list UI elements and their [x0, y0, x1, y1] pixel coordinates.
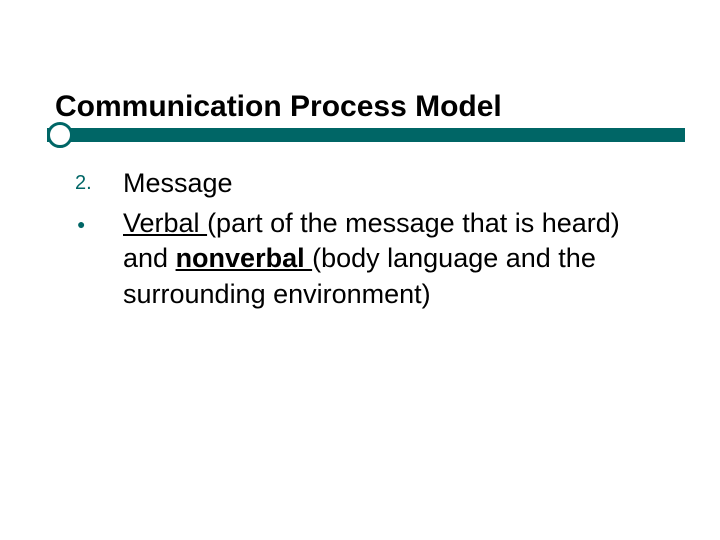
list-marker-bullet: ● — [75, 206, 123, 232]
list-marker-number: 2. — [75, 166, 123, 195]
content-area: 2. Message ● Verbal (part of the message… — [55, 166, 665, 313]
list-text: Message — [123, 166, 233, 202]
title-underline-bar — [47, 128, 685, 142]
slide-container: Communication Process Model 2. Message ●… — [0, 0, 720, 540]
title-area: Communication Process Model — [55, 90, 665, 124]
title-underline-circle — [47, 122, 73, 148]
slide-title: Communication Process Model — [55, 90, 665, 124]
text-part: Message — [123, 168, 233, 198]
list-item: ● Verbal (part of the message that is he… — [75, 206, 665, 313]
list-item: 2. Message — [75, 166, 665, 202]
list-text: Verbal (part of the message that is hear… — [123, 206, 665, 313]
text-part-underlined: Verbal — [123, 208, 207, 238]
text-part-bold-underlined: nonverbal — [176, 243, 313, 273]
